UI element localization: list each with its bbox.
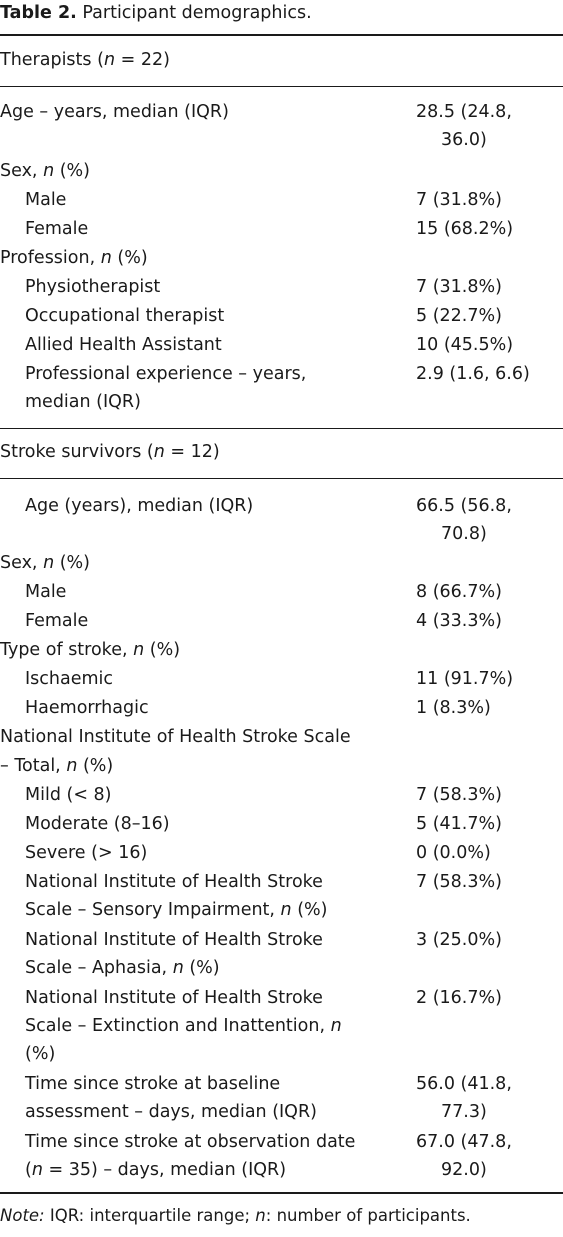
table-label: Table 2. <box>0 3 77 23</box>
section-rule <box>0 428 563 429</box>
section-rule <box>0 86 563 87</box>
table-title: Participant demographics. <box>82 3 312 23</box>
section-rule <box>0 478 563 479</box>
table-caption: Table 2. Participant demographics. <box>0 0 563 26</box>
bottom-rule <box>0 1192 563 1194</box>
table-footnote: Note: IQR: interquartile range; n: numbe… <box>0 1206 471 1225</box>
section-therapists: Therapists (n = 22) <box>0 50 170 70</box>
top-rule <box>0 34 563 36</box>
section-stroke-survivors: Stroke survivors (n = 12) <box>0 442 220 462</box>
